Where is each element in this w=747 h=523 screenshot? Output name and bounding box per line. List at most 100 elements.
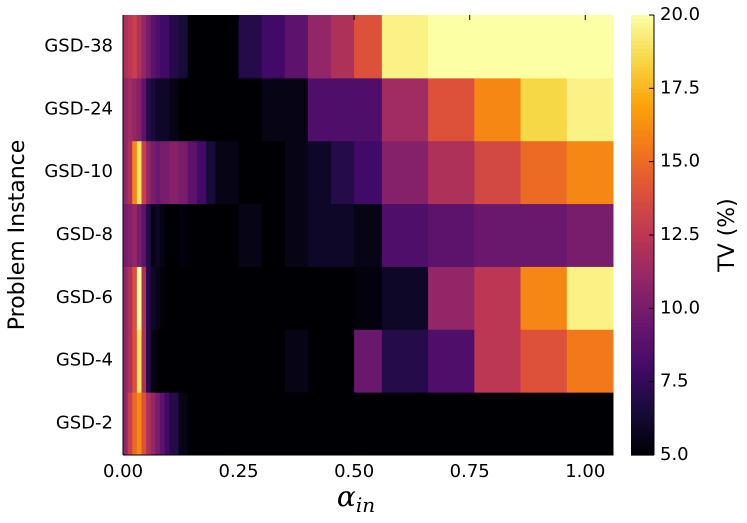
colorbar-step [631,205,654,210]
heat-cell [159,329,166,393]
heat-cell [474,140,522,205]
heat-cell [474,392,522,456]
colorbar-step [631,323,654,328]
colorbar-step [631,356,654,361]
colorbar-step [631,297,654,302]
heat-cell [261,15,286,79]
heat-cell [215,266,240,330]
colorbar-step [631,293,654,298]
heat-cell [136,266,142,330]
y-tick-label: GSD-24 [44,98,113,119]
heat-cell [169,329,179,393]
heat-cell [150,266,156,330]
y-tick-label: GSD-6 [56,287,113,308]
heat-cell [169,77,179,142]
y-tick-label: GSD-4 [56,350,113,371]
heat-cell [132,266,138,330]
x-axis-label: αin [337,480,375,517]
colorbar-step [631,242,654,247]
heat-cell [307,203,332,267]
heat-cell [132,203,138,267]
colorbar-step [631,180,654,185]
colorbar-step [631,18,654,23]
heat-cell [261,266,286,330]
colorbar-step [631,282,654,287]
heat-cell [155,15,161,79]
heat-cell [164,15,170,79]
heat-cell [566,140,614,205]
heat-cell [141,266,147,330]
x-tick-label: 0.50 [334,461,374,482]
heat-cell [428,203,475,267]
heat-cell [261,329,286,393]
heat-cell [146,140,152,205]
heat-cell [215,140,240,205]
colorbar-step [631,176,654,181]
heat-cell [136,15,142,79]
heat-cell [127,266,133,330]
heat-cell [284,329,309,393]
colorbar-step [631,238,654,243]
heat-cell [141,203,147,267]
heat-cell [196,77,207,142]
heat-cell [141,140,147,205]
colorbar-step [631,117,654,122]
colorbar-step [631,271,654,276]
heat-cell [150,203,156,267]
heat-cell [381,266,429,330]
heat-cell [206,203,216,267]
heat-cell [520,266,568,330]
heat-cell [354,392,383,456]
colorbar-step [631,260,654,265]
heat-cell [381,203,429,267]
colorbar-step [631,235,654,240]
heat-cell [196,392,207,456]
colorbar-step [631,385,654,390]
colorbar-step [631,143,654,148]
heat-cell [178,392,189,456]
heat-cell [307,140,332,205]
colorbar-tick-label: 7.5 [660,371,689,392]
heat-cell [136,140,142,205]
heat-cell [261,203,286,267]
heat-cell [520,140,568,205]
heat-cell [146,266,152,330]
y-tick-label: GSD-38 [44,35,113,56]
heat-cell [169,203,179,267]
colorbar-tick-label: 15.0 [660,151,700,172]
colorbar-step [631,257,654,262]
colorbar-step [631,99,654,104]
colorbar-step [631,172,654,177]
heat-cell [428,140,475,205]
colorbar-step [631,231,654,236]
colorbar-step [631,92,654,97]
colorbar-step [631,451,654,456]
heat-cell [187,203,198,267]
colorbar-step [631,136,654,141]
colorbar-step [631,370,654,375]
colorbar-step [631,106,654,111]
heat-cell [155,329,161,393]
heat-cell [261,392,286,456]
heat-cell [146,392,152,456]
colorbar-step [631,374,654,379]
colorbar-step [631,407,654,412]
colorbar-step [631,26,654,31]
colorbar-step [631,359,654,364]
colorbar-step [631,165,654,170]
colorbar-step [631,40,654,45]
heat-cell [127,203,133,267]
heat-cell [187,266,198,330]
heat-cell [155,140,161,205]
x-label-subscript: in [356,493,375,517]
colorbar-step [631,275,654,280]
heat-cell [127,140,133,205]
colorbar-step [631,202,654,207]
heat-cell [238,140,263,205]
x-tick-label: 1.00 [565,461,605,482]
heat-cell [238,15,263,79]
heat-cell [381,15,429,79]
heat-cell [196,266,207,330]
heat-cell [520,77,568,142]
colorbar-tick-label: 20.0 [660,4,700,25]
